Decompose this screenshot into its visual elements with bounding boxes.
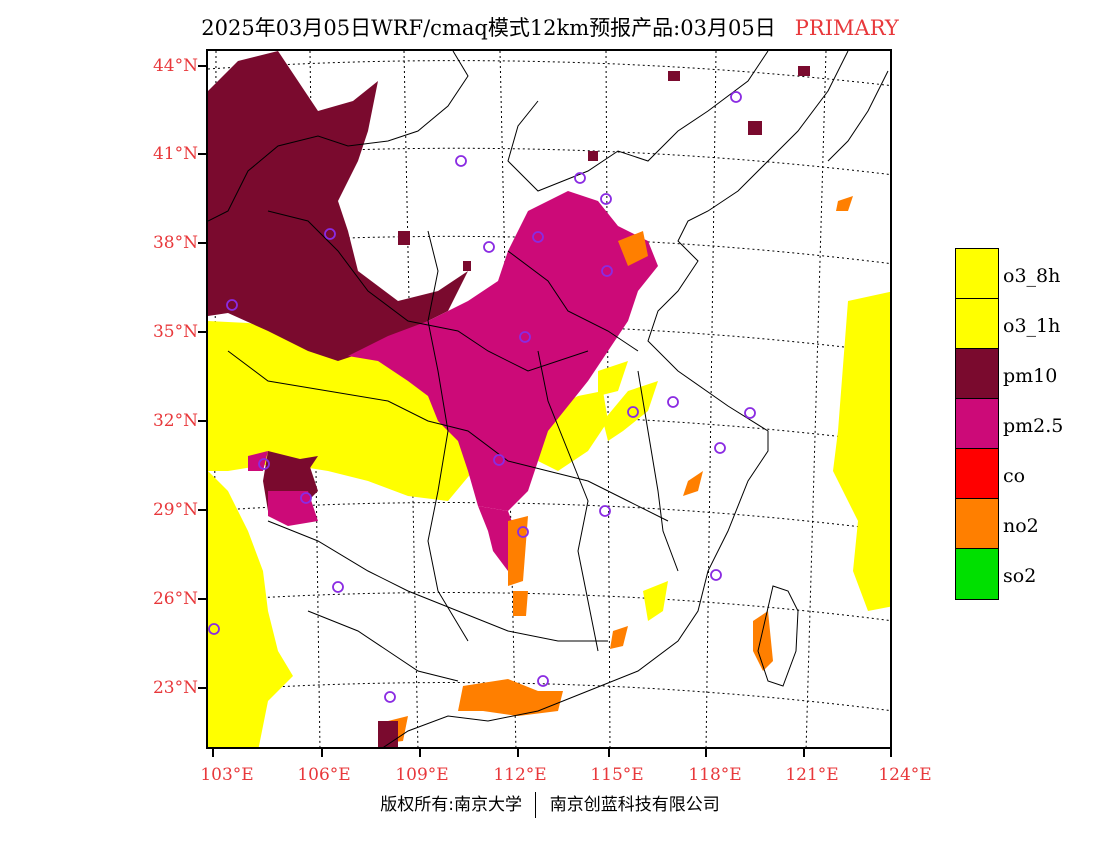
- legend-swatch-co: [956, 449, 998, 499]
- lon-label-124e: 124°E: [878, 765, 932, 785]
- map-canvas: [208, 51, 890, 747]
- legend-label-co: co: [1003, 465, 1026, 487]
- lon-label-112e: 112°E: [493, 765, 547, 785]
- lon-label-115e: 115°E: [590, 765, 644, 785]
- lon-tick-118e: [705, 749, 707, 757]
- lon-tick-115e: [608, 749, 610, 757]
- lon-tick-106e: [321, 749, 323, 757]
- lat-tick-32n: [198, 420, 206, 422]
- boundaries: [208, 51, 889, 747]
- lon-tick-124e: [890, 749, 892, 757]
- legend-label-no2: no2: [1003, 515, 1039, 537]
- lat-label-32n: 32°N: [152, 411, 198, 431]
- legend-swatch-o3-1h: [956, 299, 998, 349]
- title-main-text: 2025年03月05日WRF/cmaq模式12km预报产品:03月05日: [201, 16, 776, 40]
- copyright-right: 南京创蓝科技有限公司: [549, 795, 720, 815]
- lon-tick-109e: [419, 749, 421, 757]
- legend: [955, 248, 999, 600]
- lon-label-121e: 121°E: [785, 765, 839, 785]
- lon-label-103e: 103°E: [200, 765, 254, 785]
- lat-label-29n: 29°N: [152, 500, 198, 520]
- lat-tick-29n: [198, 509, 206, 511]
- lat-tick-41n: [198, 153, 206, 155]
- lat-label-38n: 38°N: [152, 233, 198, 253]
- legend-swatch-o3-8h: [956, 249, 998, 299]
- lat-tick-38n: [198, 242, 206, 244]
- lat-label-44n: 44°N: [152, 56, 198, 76]
- lat-label-35n: 35°N: [152, 322, 198, 342]
- lat-label-41n: 41°N: [152, 144, 198, 164]
- footer-separator: [535, 792, 537, 818]
- lat-label-26n: 26°N: [152, 589, 198, 609]
- legend-swatch-pm10: [956, 349, 998, 399]
- lat-label-23n: 23°N: [152, 678, 198, 698]
- lat-tick-44n: [198, 65, 206, 67]
- lat-tick-35n: [198, 331, 206, 333]
- copyright-left: 版权所有:南京大学: [380, 795, 522, 815]
- legend-swatch-so2: [956, 549, 998, 599]
- no2-patches: [386, 196, 853, 743]
- lat-tick-26n: [198, 598, 206, 600]
- station-markers: [208, 91, 756, 703]
- legend-swatch-no2: [956, 499, 998, 549]
- lon-label-118e: 118°E: [688, 765, 742, 785]
- legend-label-so2: so2: [1003, 565, 1037, 587]
- legend-swatch-pm25: [956, 399, 998, 449]
- legend-label-pm10: pm10: [1003, 365, 1058, 387]
- map-title: 2025年03月05日WRF/cmaq模式12km预报产品:03月05日 PRI…: [0, 12, 1100, 42]
- lon-label-106e: 106°E: [297, 765, 351, 785]
- copyright-footer: 版权所有:南京大学 南京创蓝科技有限公司: [0, 790, 1100, 818]
- legend-label-o3-8h: o3_8h: [1003, 265, 1061, 287]
- legend-label-o3-1h: o3_1h: [1003, 315, 1061, 337]
- legend-label-pm25: pm2.5: [1003, 415, 1064, 437]
- title-tag-primary: PRIMARY: [794, 16, 899, 40]
- lon-tick-112e: [517, 749, 519, 757]
- lat-tick-23n: [198, 687, 206, 689]
- map-frame: [206, 49, 892, 749]
- lon-tick-121e: [803, 749, 805, 757]
- lon-label-109e: 109°E: [395, 765, 449, 785]
- lon-tick-103e: [212, 749, 214, 757]
